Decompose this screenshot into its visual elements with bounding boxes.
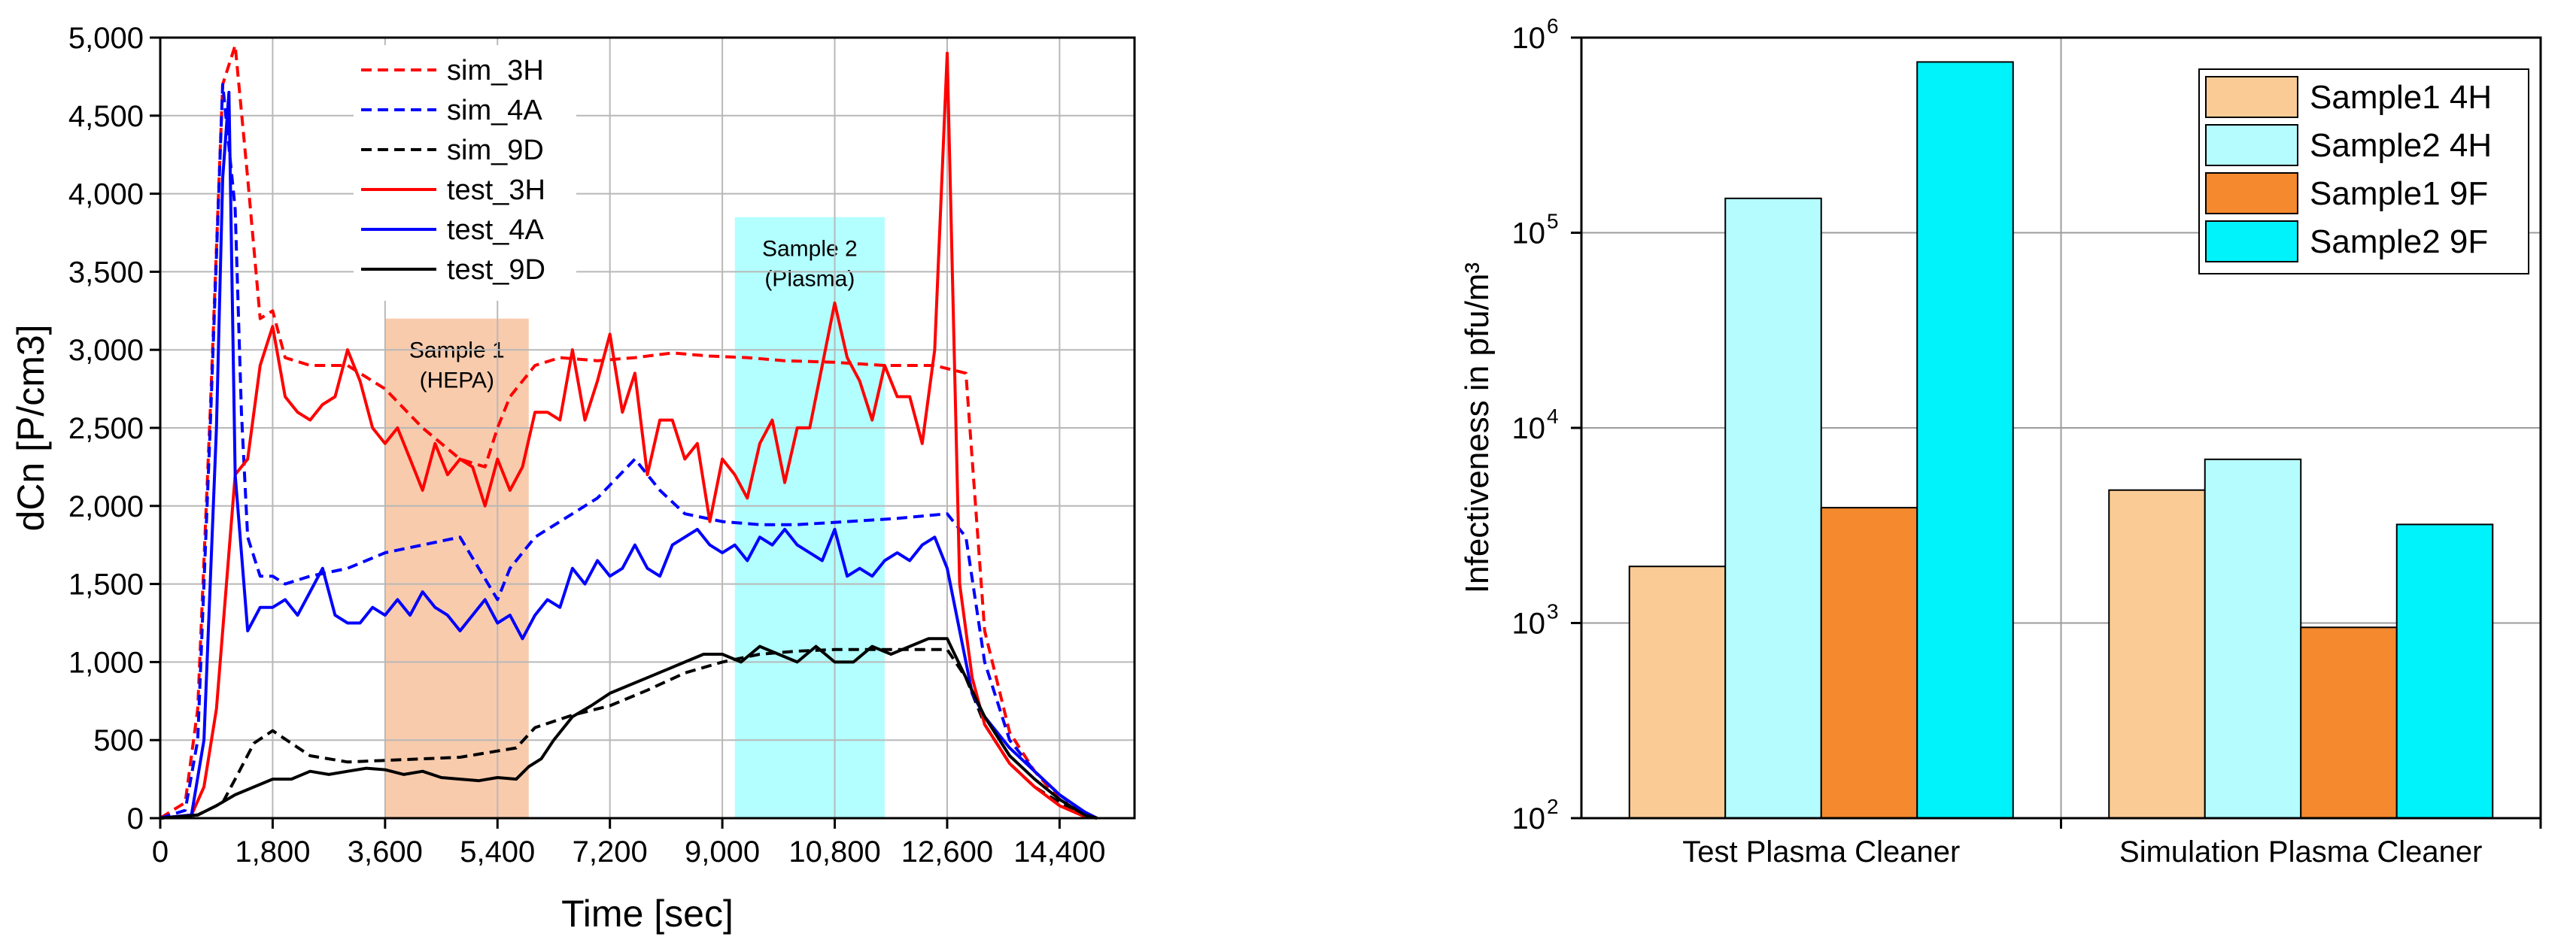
legend-label: sim_9D [447, 135, 544, 166]
y-tick-label-base: 10 [1512, 217, 1546, 250]
line-chart-legend: sim_3H sim_4A sim_9D test_3H test_4A test_9D [354, 45, 576, 301]
y-tick-label-exponent: 6 [1547, 14, 1559, 38]
x-tick-label: 1,800 [235, 835, 310, 869]
series-line-test_9D [159, 637, 1098, 820]
line-chart-panel: Sample 1(HEPA)Sample 2(Plasma) 0 1,800 3,6… [10, 22, 1136, 935]
y-tick-label: 500 [93, 724, 144, 757]
bar-sample2-9f [2395, 523, 2494, 819]
region-sublabel: (HEPA) [420, 368, 494, 393]
y-tick-label-exponent: 3 [1547, 600, 1559, 623]
bar-chart-y-axis-label: Infectiveness in pfu/m³ [1459, 262, 1496, 593]
category-label: Test Plasma Cleaner [1682, 835, 1960, 869]
y-tick-label-exponent: 4 [1547, 405, 1559, 428]
y-tick-label: 2,000 [68, 490, 144, 523]
bar-sample1-9f [1820, 507, 1918, 819]
highlight-regions: Sample 1(HEPA)Sample 2(Plasma) [384, 217, 885, 818]
x-tick-label: 7,200 [573, 835, 648, 869]
y-tick-label: 3,000 [68, 334, 144, 367]
bar-sample1-4h [2108, 489, 2206, 819]
legend-label: sim_4A [447, 95, 542, 126]
y-tick-label: 1,500 [68, 568, 144, 602]
legend-label: Sample1 4H [2310, 79, 2492, 116]
legend-swatch [2205, 124, 2298, 166]
bar-chart-legend: Sample1 4H Sample2 4H Sample1 9F Sample2 9F [2198, 68, 2529, 274]
bar-chart-bars [1628, 61, 2494, 819]
bar-sample1-4h [1628, 565, 1727, 819]
series-line-sim_3H [159, 44, 1098, 820]
region-sublabel: (Plasma) [764, 267, 855, 292]
legend-swatch [2205, 172, 2298, 214]
y-tick-label: 5,000 [68, 22, 144, 55]
category-label: Simulation Plasma Cleaner [2119, 835, 2482, 869]
legend-label: test_9D [447, 254, 545, 286]
x-tick-label: 9,000 [685, 835, 760, 869]
legend-background [354, 45, 576, 301]
legend-label: Sample2 4H [2310, 127, 2492, 164]
legend-label: test_4A [447, 214, 545, 246]
y-tick-label-base: 10 [1512, 22, 1546, 55]
highlight-region [384, 318, 529, 818]
y-tick-label-exponent: 5 [1547, 210, 1559, 233]
bar-chart-category-labels: Test Plasma Cleaner Simulation Plasma Cle… [1682, 818, 2542, 869]
line-chart-x-axis-label: Time [sec] [561, 893, 734, 935]
x-tick-label: 12,600 [901, 835, 993, 869]
line-chart-y-ticks: 0 500 1,000 1,500 2,000 2,500 3,000 3,500 4,000 4… [68, 22, 160, 835]
y-tick-label-exponent: 2 [1547, 795, 1559, 818]
y-tick-label: 0 [127, 802, 144, 835]
highlight-region [734, 217, 885, 818]
line-chart-gridlines [160, 38, 1135, 818]
line-chart-series [159, 44, 1098, 820]
y-tick-label: 4,500 [68, 100, 144, 133]
y-tick-label-base: 10 [1512, 608, 1546, 641]
series-line-test_3H [159, 51, 1098, 820]
y-tick-label: 2,500 [68, 412, 144, 445]
bar-sample2-4h [1724, 197, 1822, 819]
legend-swatch [2205, 220, 2298, 262]
region-label: Sample 2 [762, 237, 858, 262]
y-tick-label-base: 10 [1512, 802, 1546, 835]
x-tick-label: 5,400 [460, 835, 535, 869]
series-line-sim_4A [159, 83, 1098, 820]
series-line-sim_9D [159, 647, 1098, 820]
y-tick-label: 1,000 [68, 646, 144, 679]
x-tick-label: 0 [152, 835, 169, 869]
x-tick-label: 14,400 [1013, 835, 1105, 869]
legend-label: test_3H [447, 174, 545, 206]
line-chart-y-axis-label: dCn [P/cm3] [10, 324, 52, 531]
legend-swatch [2205, 76, 2298, 118]
x-tick-label: 3,600 [348, 835, 423, 869]
y-tick-label: 3,500 [68, 256, 144, 289]
bar-sample2-9f [1916, 61, 2014, 819]
y-tick-label-base: 10 [1512, 412, 1546, 445]
line-chart-x-ticks: 0 1,800 3,600 5,400 7,200 9,000 10,800 12,600 14… [152, 818, 1106, 869]
series-line-test_4A [159, 90, 1098, 820]
x-tick-label: 10,800 [788, 835, 880, 869]
legend-label: sim_3H [447, 55, 544, 86]
bar-sample1-9f [2300, 626, 2398, 819]
legend-label: Sample2 9F [2310, 223, 2488, 260]
y-tick-label: 4,000 [68, 178, 144, 211]
legend-label: Sample1 9F [2310, 175, 2488, 212]
bar-sample2-4h [2204, 458, 2302, 819]
